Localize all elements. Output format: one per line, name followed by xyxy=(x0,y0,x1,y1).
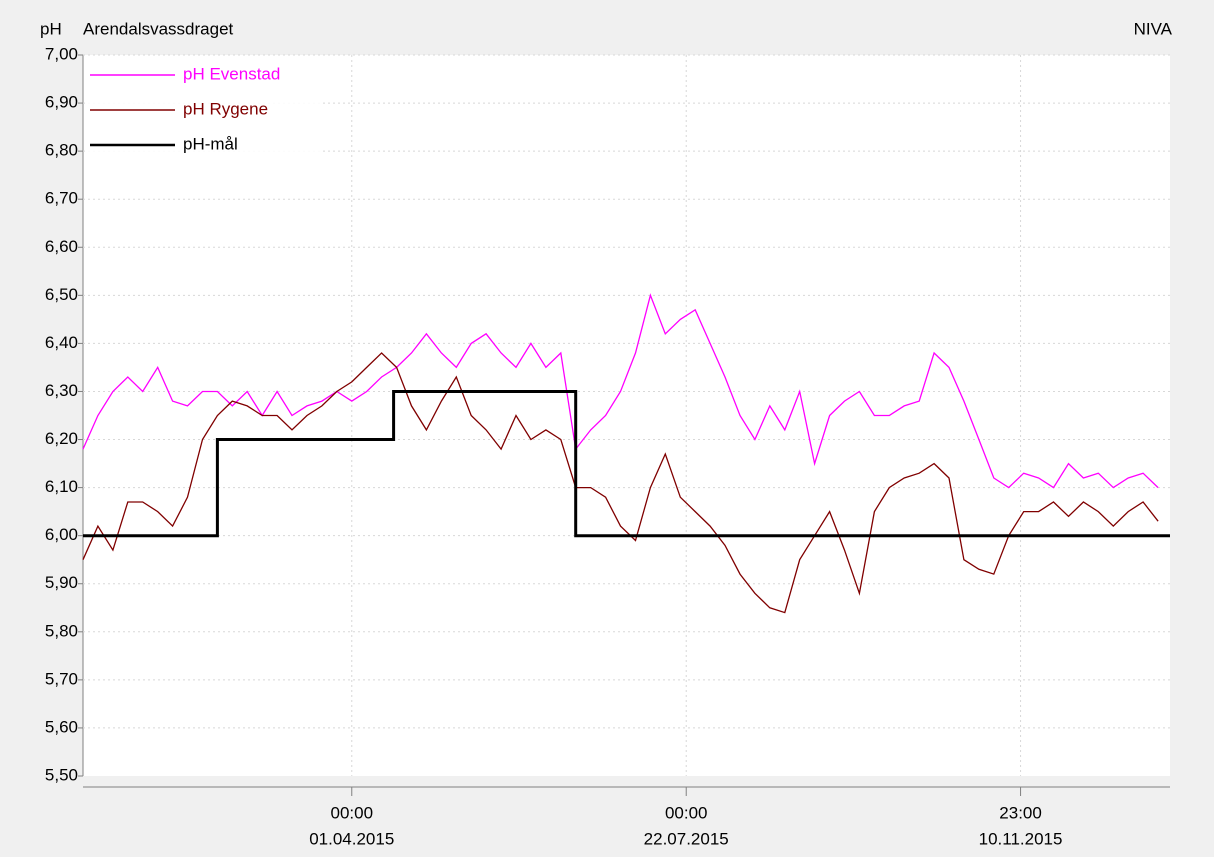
y-tick-label: 6,70 xyxy=(45,189,78,208)
series-line xyxy=(83,390,1170,538)
series-line xyxy=(82,352,1159,614)
y-tick-label: 6,40 xyxy=(45,333,78,352)
x-tick-label: 10.11.2015 xyxy=(979,829,1063,848)
y-tick-label: 6,60 xyxy=(45,237,78,256)
x-tick-label: 23:00 xyxy=(999,803,1042,822)
x-tick-label: 00:00 xyxy=(665,803,708,822)
y-tick-label: 5,50 xyxy=(45,765,78,784)
y-tick-label: 6,30 xyxy=(45,381,78,400)
y-tick-label: 6,80 xyxy=(45,141,78,160)
legend-label: pH-mål xyxy=(183,134,238,153)
y-tick-label: 6,00 xyxy=(45,525,78,544)
y-tick-label: 7,00 xyxy=(45,44,78,63)
y-tick-label: 6,20 xyxy=(45,429,78,448)
legend: pH Evenstad pH Rygene pH-mål xyxy=(85,60,320,160)
y-tick-label: 5,90 xyxy=(45,573,78,592)
plot-area xyxy=(83,55,1170,776)
x-tick-label: 00:00 xyxy=(330,803,373,822)
legend-label: pH Rygene xyxy=(183,99,268,118)
source: NIVA xyxy=(1134,19,1173,38)
x-tick-label: 22.07.2015 xyxy=(644,829,729,848)
y-axis-label: pH xyxy=(40,19,62,38)
y-tick-label: 5,80 xyxy=(45,621,78,640)
y-tick-label: 5,60 xyxy=(45,717,78,736)
legend-label: pH Evenstad xyxy=(183,64,280,83)
y-tick-label: 5,70 xyxy=(45,669,78,688)
y-tick-label: 6,50 xyxy=(45,285,78,304)
y-tick-label: 6,10 xyxy=(45,477,78,496)
chart-title: Arendalsvassdraget xyxy=(83,19,234,38)
x-tick-label: 01.04.2015 xyxy=(309,829,394,848)
y-tick-label: 6,90 xyxy=(45,93,78,112)
